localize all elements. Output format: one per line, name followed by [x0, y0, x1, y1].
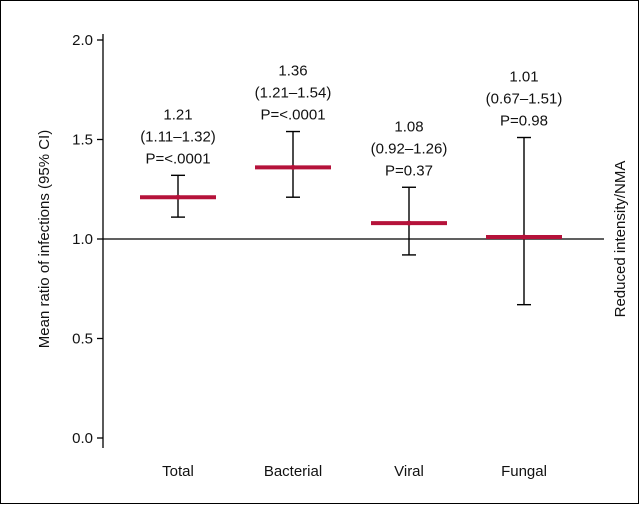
annotation-ci: (0.67–1.51): [486, 91, 563, 108]
x-axis-categories: Total Bacterial Viral Fungal: [162, 463, 547, 480]
y-tick-label: 0.0: [72, 430, 93, 447]
chart-marks: [140, 130, 562, 306]
annotation-estimate: 1.21: [163, 106, 192, 123]
annotation-p-value: P=<.0001: [145, 150, 210, 167]
annotation-p-value: P=0.98: [500, 113, 548, 130]
x-category-label: Fungal: [501, 463, 547, 480]
right-axis-title: Reduced intensity/NMA: [612, 161, 629, 318]
x-category-label: Total: [162, 463, 194, 480]
estimate-point: [290, 164, 296, 170]
x-category-label: Viral: [394, 463, 424, 480]
y-axis-ticks: 0.0 0.5 1.0 1.5 2.0: [72, 32, 103, 447]
annotation-p-value: P=<.0001: [260, 107, 325, 124]
x-category-label: Bacterial: [264, 463, 322, 480]
estimate-point: [406, 220, 412, 226]
y-tick-label: 1.5: [72, 132, 93, 149]
annotation-estimate: 1.08: [394, 118, 423, 135]
y-tick-label: 2.0: [72, 32, 93, 49]
y-axis-title: Mean ratio of infections (95% CI): [36, 130, 53, 348]
annotation-estimate: 1.36: [278, 63, 307, 80]
estimate-point: [521, 234, 527, 240]
y-tick-label: 0.5: [72, 331, 93, 348]
y-tick-label: 1.0: [72, 231, 93, 248]
annotations: 1.21 (1.11–1.32) P=<.0001 1.36 (1.21–1.54) P=…: [140, 63, 562, 180]
annotation-ci: (1.21–1.54): [255, 85, 332, 102]
estimate-point: [175, 194, 181, 200]
annotation-p-value: P=0.37: [385, 162, 433, 179]
annotation-ci: (0.92–1.26): [371, 140, 448, 157]
annotation-ci: (1.11–1.32): [140, 128, 216, 145]
annotation-estimate: 1.01: [509, 69, 538, 86]
